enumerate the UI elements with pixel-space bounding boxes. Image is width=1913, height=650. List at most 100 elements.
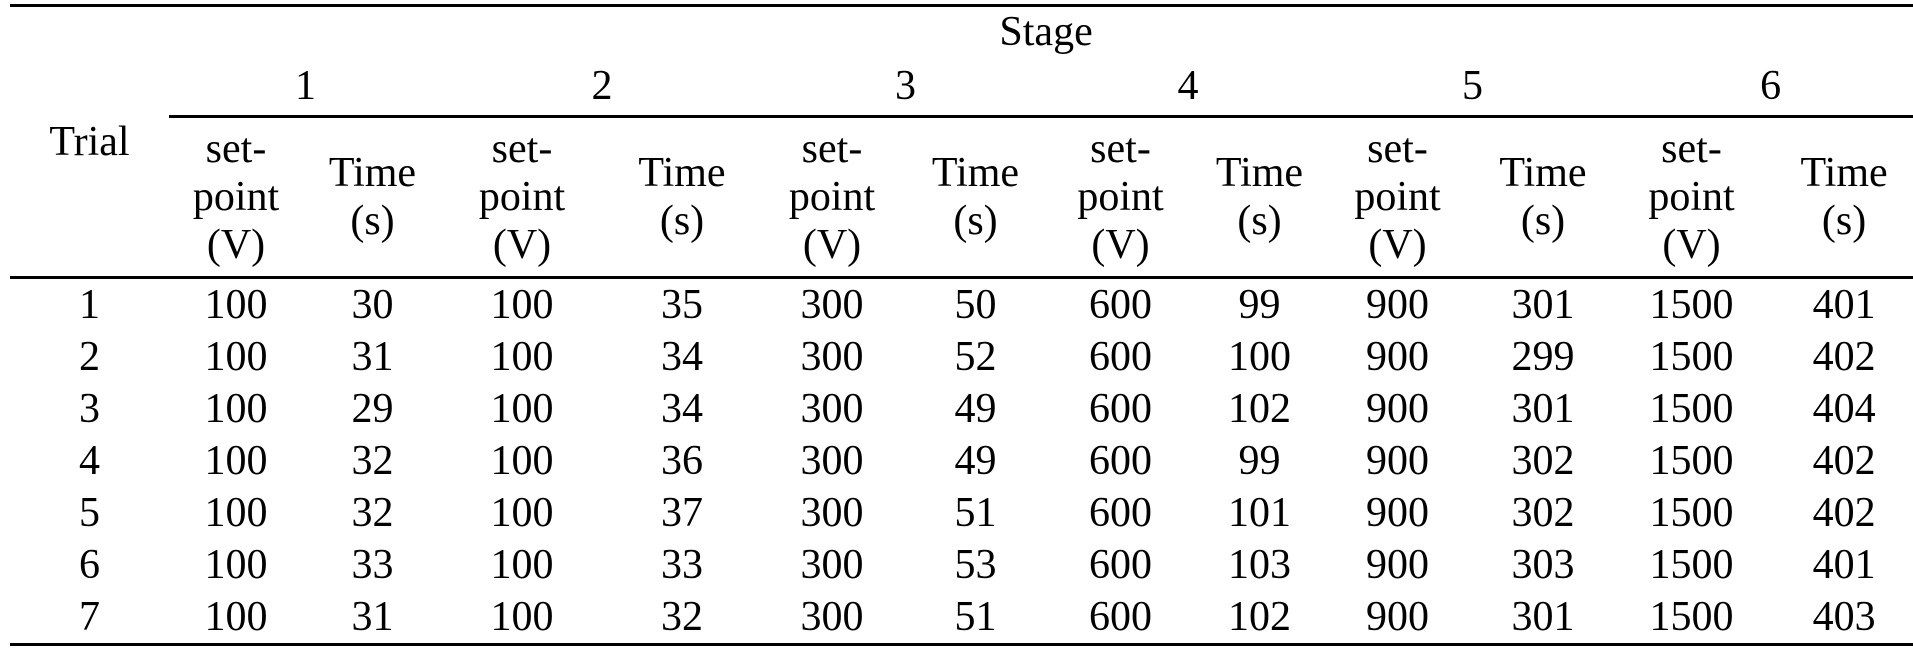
table-row: 5 100 32 100 37 300 51 600 101 900 302 1500 402: [10, 487, 1913, 539]
value-cell: 100: [204, 490, 268, 536]
value-cell: 1500: [1649, 386, 1734, 432]
stage-number-6: 6: [1618, 57, 1913, 118]
value-cell: 100: [204, 542, 268, 588]
value-cell: 101: [1228, 490, 1291, 536]
value-cell: 402: [1812, 490, 1876, 536]
value-cell: 35: [661, 282, 703, 328]
value-cell: 404: [1812, 386, 1876, 432]
value-cell: 102: [1228, 386, 1291, 432]
setpoint-header-5: set- point (V): [1327, 116, 1468, 279]
value-cell: 99: [1238, 282, 1281, 328]
stage-number-1: 1: [169, 57, 442, 118]
value-cell: 600: [1089, 542, 1152, 588]
value-cell: 1500: [1649, 542, 1734, 588]
table-row: 4 100 32 100 36 300 49 600 99 900 302 1500 402: [10, 435, 1913, 487]
table-row: 2 100 31 100 34 300 52 600 100 900 299 1500 402: [10, 331, 1913, 383]
value-cell: 301: [1511, 386, 1575, 432]
value-cell: 53: [954, 542, 997, 588]
time-header-3: Time (s): [902, 116, 1049, 279]
value-cell: 302: [1511, 490, 1575, 536]
value-cell: 303: [1511, 542, 1575, 588]
value-cell: 301: [1511, 282, 1575, 328]
setpoint-header-6: set- point (V): [1618, 116, 1765, 279]
value-cell: 300: [800, 594, 864, 640]
value-cell: 33: [351, 542, 394, 588]
time-header-6: Time (s): [1765, 116, 1913, 279]
value-cell: 300: [800, 490, 864, 536]
setpoint-header-2: set- point (V): [442, 116, 602, 279]
value-cell: 100: [490, 594, 554, 640]
value-cell: 401: [1812, 282, 1876, 328]
value-cell: 51: [954, 594, 997, 640]
value-cell: 900: [1366, 282, 1429, 328]
value-cell: 100: [490, 438, 554, 484]
value-cell: 600: [1089, 282, 1152, 328]
column-label-row: set- point (V) Time (s) set- point (V) T…: [10, 116, 1913, 279]
value-cell: 1500: [1649, 438, 1734, 484]
trial-header: Trial: [10, 5, 169, 279]
value-cell: 30: [351, 282, 394, 328]
stage-number-row: 1 2 3 4 5 6: [10, 57, 1913, 118]
value-cell: 100: [490, 386, 554, 432]
value-cell: 50: [954, 282, 997, 328]
value-cell: 300: [800, 542, 864, 588]
value-cell: 29: [351, 386, 394, 432]
time-header-2: Time (s): [602, 116, 762, 279]
trial-cell: 5: [79, 490, 100, 536]
value-cell: 300: [800, 386, 864, 432]
value-cell: 32: [351, 438, 394, 484]
stage-number-3: 3: [762, 57, 1049, 118]
setpoint-header-4: set- point (V): [1049, 116, 1192, 279]
trial-cell: 1: [79, 282, 100, 328]
value-cell: 403: [1812, 594, 1876, 640]
value-cell: 49: [954, 438, 997, 484]
time-header-4: Time (s): [1192, 116, 1327, 279]
stage-header: Stage: [999, 9, 1093, 55]
value-cell: 301: [1511, 594, 1575, 640]
table-row: 3 100 29 100 34 300 49 600 102 900 301 1500 404: [10, 383, 1913, 435]
trial-cell: 7: [79, 594, 100, 640]
value-cell: 100: [204, 282, 268, 328]
trial-cell: 6: [79, 542, 100, 588]
value-cell: 100: [204, 334, 268, 380]
value-cell: 31: [351, 334, 394, 380]
value-cell: 100: [490, 334, 554, 380]
value-cell: 37: [661, 490, 703, 536]
value-cell: 900: [1366, 594, 1429, 640]
value-cell: 51: [954, 490, 997, 536]
value-cell: 32: [351, 490, 394, 536]
value-cell: 299: [1511, 334, 1575, 380]
value-cell: 1500: [1649, 334, 1734, 380]
stage-trial-table: Trial Stage 1 2 3 4 5 6 set- point (V) T…: [10, 4, 1913, 646]
value-cell: 102: [1228, 594, 1291, 640]
trial-cell: 4: [79, 438, 100, 484]
value-cell: 600: [1089, 334, 1152, 380]
table-body: 1 100 30 100 35 300 50 600 99 900 301 1500 401 2 100 31…: [10, 278, 1913, 645]
value-cell: 900: [1366, 334, 1429, 380]
value-cell: 900: [1366, 438, 1429, 484]
value-cell: 49: [954, 386, 997, 432]
value-cell: 600: [1089, 594, 1152, 640]
value-cell: 100: [204, 438, 268, 484]
value-cell: 100: [204, 594, 268, 640]
time-header-5: Time (s): [1468, 116, 1618, 279]
table-row: 6 100 33 100 33 300 53 600 103 900 303 1500 401: [10, 539, 1913, 591]
value-cell: 300: [800, 334, 864, 380]
stage-title-row: Trial Stage: [10, 5, 1913, 279]
value-cell: 401: [1812, 542, 1876, 588]
setpoint-header-1: set- point (V): [169, 116, 303, 279]
value-cell: 300: [800, 438, 864, 484]
value-cell: 100: [490, 282, 554, 328]
value-cell: 99: [1238, 438, 1281, 484]
stage-number-5: 5: [1327, 57, 1618, 118]
value-cell: 36: [661, 438, 703, 484]
value-cell: 600: [1089, 386, 1152, 432]
table-row: 7 100 31 100 32 300 51 600 102 900 301 1500 403: [10, 591, 1913, 645]
trial-cell: 3: [79, 386, 100, 432]
setpoint-header-3: set- point (V): [762, 116, 902, 279]
value-cell: 600: [1089, 438, 1152, 484]
stage-number-2: 2: [442, 57, 762, 118]
value-cell: 402: [1812, 438, 1876, 484]
value-cell: 32: [661, 594, 703, 640]
